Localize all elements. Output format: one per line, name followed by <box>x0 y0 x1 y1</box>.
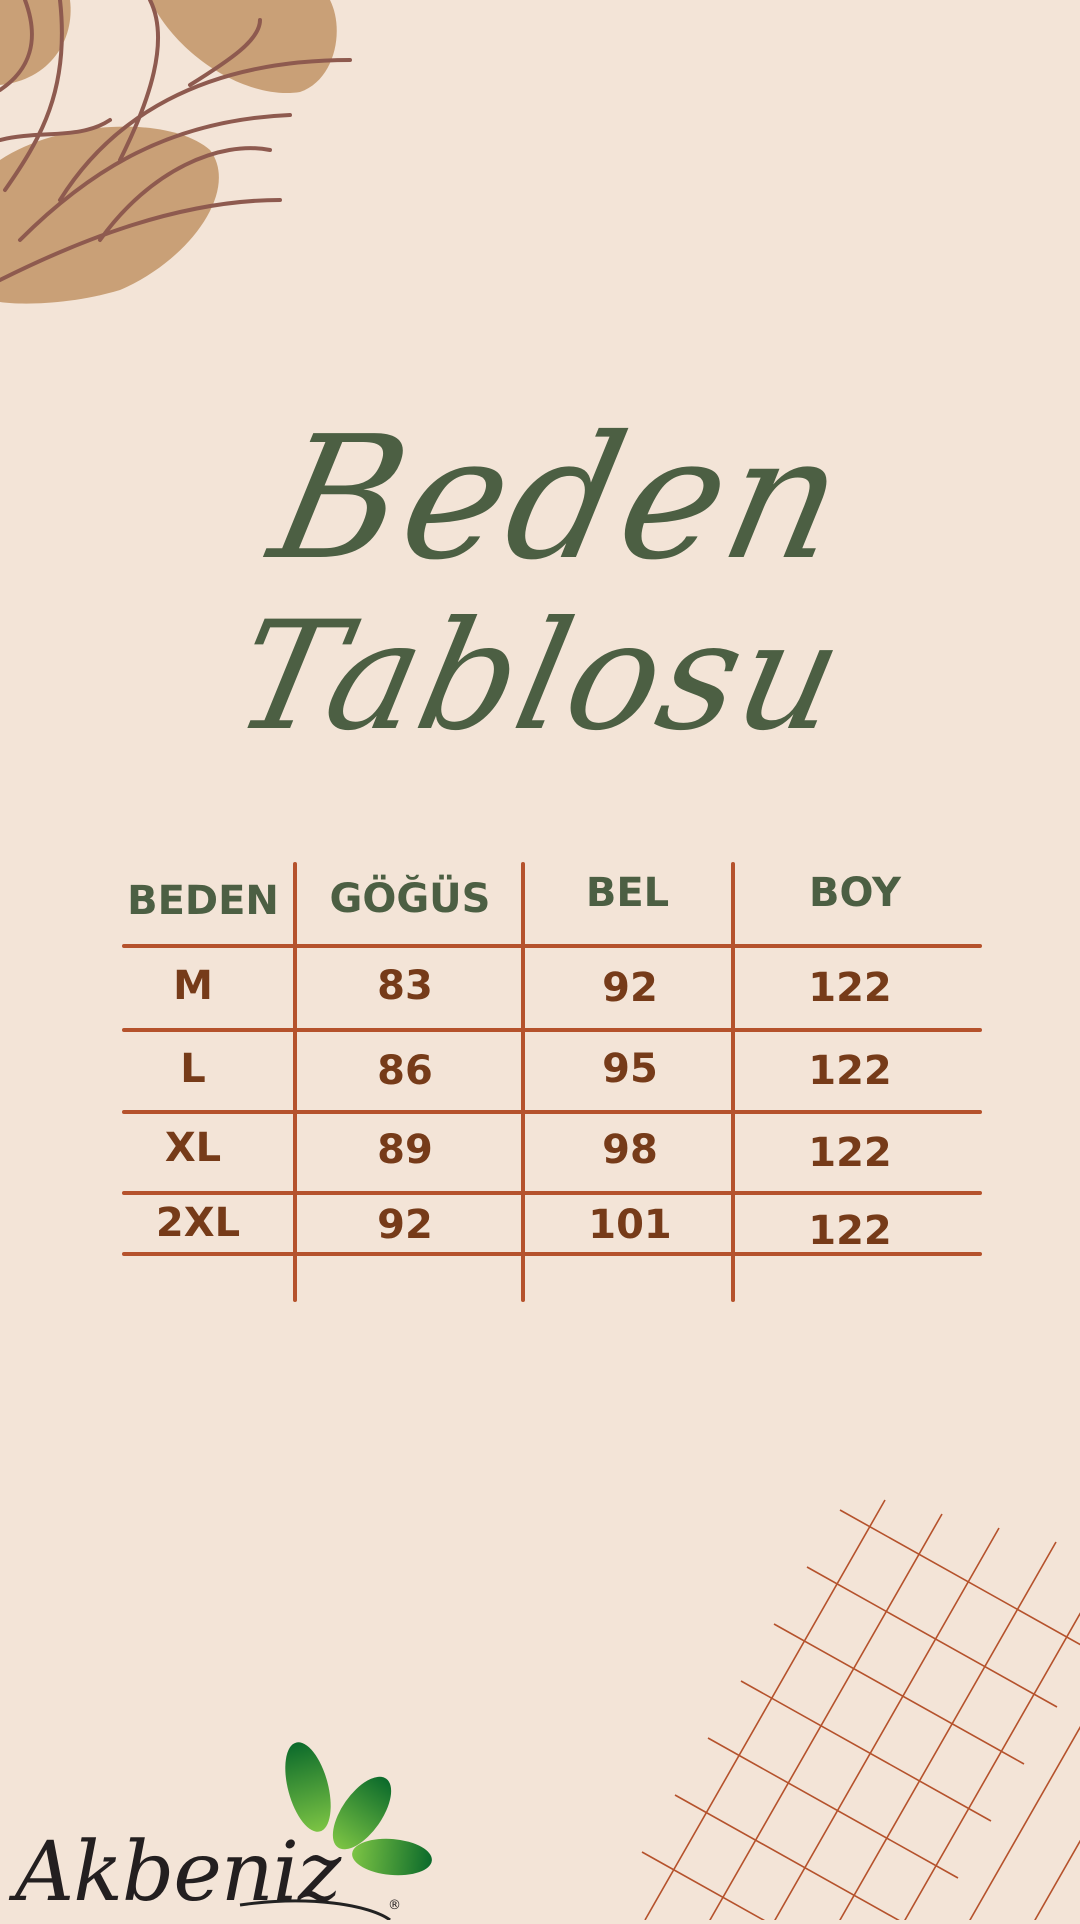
grid-decoration <box>641 1499 1080 1920</box>
column-divider <box>521 862 525 1302</box>
leaves-icon <box>239 1742 432 1922</box>
cell-chest: 83 <box>377 963 433 1009</box>
cell-waist: 92 <box>602 965 658 1011</box>
cell-size: M <box>173 963 213 1009</box>
row-divider <box>122 1110 982 1114</box>
cell-chest: 92 <box>377 1202 433 1248</box>
header-bel: BEL <box>585 870 670 916</box>
cell-size: XL <box>164 1125 222 1171</box>
grid-line <box>839 1541 1057 1920</box>
akbeniz-logo: Akbeniz ® <box>10 1735 440 1922</box>
grid-line <box>904 1612 1080 1920</box>
row-divider <box>122 1252 982 1256</box>
grid-line <box>740 1680 992 1822</box>
cell-length: 122 <box>808 1208 892 1254</box>
grid-line <box>641 1851 766 1920</box>
cell-length: 122 <box>808 1130 892 1176</box>
cell-waist: 98 <box>602 1127 658 1173</box>
logo-text: Akbeniz <box>15 1825 341 1920</box>
title-line-2: Tablosu <box>221 590 859 764</box>
cell-waist: 101 <box>588 1202 672 1248</box>
row-divider <box>122 944 982 948</box>
cell-chest: 89 <box>377 1127 433 1173</box>
cell-length: 122 <box>808 965 892 1011</box>
registered-mark: ® <box>388 1898 401 1913</box>
grid-line <box>774 1527 1000 1920</box>
cell-length: 122 <box>808 1048 892 1094</box>
header-gogus: GÖĞÜS <box>329 876 491 922</box>
cell-chest: 86 <box>377 1048 433 1094</box>
row-divider <box>122 1028 982 1032</box>
grid-line <box>709 1513 943 1920</box>
grid-line <box>674 1794 900 1920</box>
cell-size: 2XL <box>155 1200 241 1246</box>
cell-waist: 95 <box>602 1046 658 1092</box>
grid-line <box>707 1737 959 1879</box>
cell-size: L <box>180 1046 206 1092</box>
column-divider <box>731 862 735 1302</box>
header-beden: BEDEN <box>127 878 279 924</box>
header-boy: BOY <box>808 870 902 916</box>
leaf-branch-decoration <box>0 0 352 304</box>
grid-line <box>773 1623 1025 1765</box>
row-divider <box>122 1191 982 1195</box>
title-line-1: Beden <box>256 400 864 598</box>
grid-line <box>644 1499 886 1920</box>
grid-line <box>839 1509 1080 1646</box>
grid-line <box>806 1566 1058 1708</box>
grid-line <box>969 1725 1080 1920</box>
column-divider <box>293 862 297 1302</box>
